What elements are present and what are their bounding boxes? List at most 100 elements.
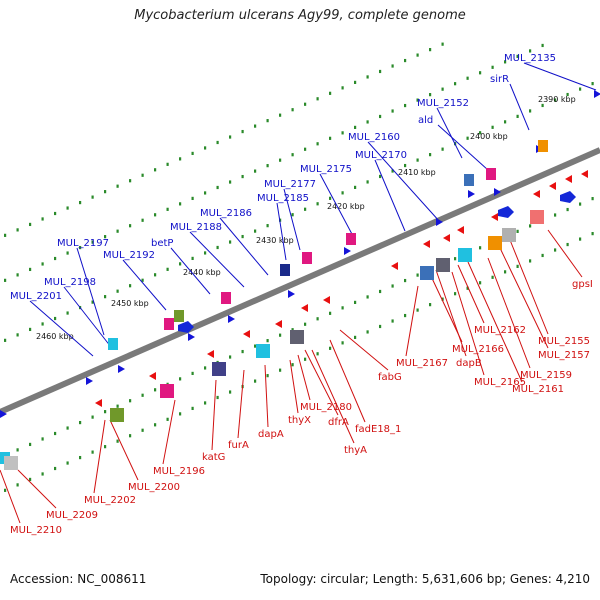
tick-dot — [141, 278, 144, 282]
tick-dot — [516, 264, 519, 268]
minus-strand-block — [160, 384, 174, 398]
plus-strand-feature — [560, 191, 576, 203]
tick-label: 2450 kbp — [111, 299, 149, 308]
leader-line — [17, 469, 57, 509]
tick-dot — [229, 355, 232, 359]
plus-gene-label: betP — [151, 238, 173, 249]
tick-dot — [329, 196, 332, 200]
leader-line — [93, 419, 106, 494]
plus-gene-label: MUL_2197 — [57, 238, 109, 249]
tick-dot — [429, 303, 432, 307]
leader-line — [76, 247, 105, 336]
minus-strand-feature — [95, 399, 102, 407]
minus-gene-label: furA — [228, 440, 249, 451]
tick-dot — [204, 401, 207, 405]
plus-strand-feature — [188, 333, 195, 341]
leader-line — [367, 141, 441, 223]
plus-strand-feature — [118, 365, 125, 373]
plus-gene-label: MUL_2198 — [44, 277, 96, 288]
leader-line — [283, 188, 301, 251]
accession-text: Accession: NC_008611 — [10, 572, 147, 586]
tick-dot — [266, 119, 269, 123]
tick-dot — [554, 213, 557, 217]
minus-gene-label: MUL_2155 — [538, 336, 590, 347]
plus-strand-feature — [468, 190, 475, 198]
minus-gene-label: gpsI — [572, 279, 593, 290]
tick-dot — [341, 341, 344, 345]
tick-dot — [116, 229, 119, 233]
tick-dot — [79, 455, 82, 460]
plus-strand-block — [280, 264, 290, 276]
tick-dot — [441, 297, 444, 301]
leader-line — [467, 261, 523, 383]
tick-dot — [504, 60, 507, 64]
tick-dot — [254, 229, 257, 233]
tick-label: 2460 kbp — [36, 332, 74, 341]
tick-dot — [4, 488, 7, 492]
plus-gene-label: MUL_2188 — [170, 222, 222, 233]
minus-gene-label: MUL_2162 — [474, 325, 526, 336]
tick-dot — [404, 278, 407, 283]
leader-line — [523, 62, 597, 91]
tick-dot — [79, 245, 82, 250]
plus-strand-block — [538, 140, 548, 152]
plus-gene-label: MUL_2152 — [417, 98, 469, 109]
tick-dot — [79, 420, 82, 425]
tick-dot — [204, 251, 207, 255]
tick-dot — [204, 146, 207, 150]
tick-dot — [266, 224, 269, 228]
tick-dot — [416, 273, 419, 277]
plus-strand-block — [464, 174, 474, 186]
tick-dot — [479, 246, 482, 250]
minus-strand-block — [458, 248, 472, 262]
tick-dot — [329, 346, 332, 350]
tick-dot — [429, 153, 432, 157]
tick-dot — [304, 147, 307, 151]
minus-strand-feature — [323, 296, 330, 304]
tick-dot — [341, 131, 344, 135]
minus-strand-block — [110, 408, 124, 422]
tick-dot — [379, 69, 382, 74]
plus-strand-feature — [178, 321, 194, 333]
leader-line — [499, 247, 549, 349]
tick-dot — [29, 327, 32, 332]
tick-dot — [104, 295, 107, 299]
plus-gene-label: MUL_2186 — [200, 208, 252, 219]
tick-dot — [279, 113, 282, 117]
minus-gene-label: dfrA — [328, 417, 349, 428]
leader-line — [451, 271, 485, 376]
leader-line — [319, 173, 354, 237]
tick-dot — [491, 65, 494, 69]
tick-dot — [291, 213, 294, 217]
tick-dot — [66, 251, 69, 255]
tick-dot — [104, 445, 107, 449]
backbone-line — [0, 147, 600, 415]
tick-dot — [404, 103, 407, 108]
tick-dot — [504, 270, 507, 274]
minus-gene-label: MUL_2157 — [538, 350, 590, 361]
minus-gene-label: MUL_2200 — [128, 482, 180, 493]
tick-dot — [366, 330, 369, 334]
tick-dot — [529, 109, 532, 113]
tick-dot — [241, 129, 244, 134]
tick-dot — [404, 58, 407, 63]
tick-dot — [354, 185, 357, 190]
tick-dot — [179, 262, 182, 266]
tick-dot — [104, 235, 107, 239]
tick-label: 2390 kbp — [538, 95, 576, 104]
map-title: Mycobacterium ulcerans Agy99, complete g… — [134, 8, 466, 23]
tick-dot — [79, 200, 82, 205]
leader-line — [457, 264, 485, 324]
minus-strand-feature — [207, 350, 214, 358]
tick-row-0 — [4, 42, 444, 237]
tick-dot — [566, 242, 569, 247]
minus-strand-block — [212, 362, 226, 376]
plus-strand-feature — [498, 206, 514, 218]
tick-dot — [216, 140, 219, 145]
tick-dot — [29, 267, 32, 272]
tick-dot — [554, 98, 557, 102]
tick-dot — [429, 48, 432, 52]
tick-dot — [229, 180, 232, 184]
tick-dot — [179, 412, 182, 416]
plus-strand-feature — [0, 410, 7, 418]
